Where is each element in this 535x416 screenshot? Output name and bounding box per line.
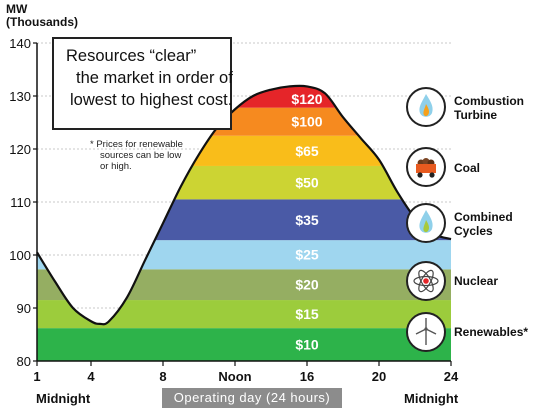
x-tick-label: Noon: [218, 369, 251, 384]
x-tick-label: 24: [444, 369, 459, 384]
band-price-label: $35: [295, 212, 319, 228]
band-price-label: $25: [295, 247, 319, 263]
coal-cart-icon: [406, 147, 446, 187]
wind-turbine-icon: [406, 312, 446, 352]
resource-label-line1: Combined: [454, 210, 513, 224]
band-price-label: $15: [295, 306, 319, 322]
resource-label-nuclear: Nuclear: [454, 274, 498, 288]
callout-line2: the market in order of: [76, 69, 233, 87]
y-tick-label: 120: [9, 142, 31, 157]
renewable-price-note: * Prices for renewable sources can be lo…: [90, 139, 183, 172]
x-tick-label: 16: [300, 369, 314, 384]
price-band: [37, 269, 451, 301]
resource-label-combustion-turbine: Combustion Turbine: [454, 94, 524, 122]
x-tick-label: 4: [87, 369, 95, 384]
band-price-label: $10: [295, 337, 319, 353]
x-axis-label-center: Operating day (24 hours): [162, 388, 342, 408]
price-band: [37, 328, 451, 361]
resource-label-renewables: Renewables*: [454, 325, 528, 339]
resource-label-line1: Renewables*: [454, 325, 529, 339]
y-axis-unit-line1: MW: [6, 2, 28, 16]
x-ticks: 1 4 8 Noon 16 20 24: [33, 361, 459, 384]
band-price-label: $65: [295, 143, 319, 159]
resource-label-line1: Combustion: [454, 94, 524, 108]
load-curve-line: [36, 84, 452, 326]
flame-green-icon: [406, 203, 446, 243]
band-price-label: $100: [291, 114, 322, 130]
flame-orange-icon: [406, 87, 446, 127]
resource-label-line1: Coal: [454, 161, 481, 175]
y-tick-label: 130: [9, 89, 31, 104]
note-line1: * Prices for renewable: [90, 139, 183, 150]
band-price-label: $120: [291, 91, 322, 107]
x-axis-label-right: Midnight: [404, 391, 459, 406]
resource-label-line2: Turbine: [454, 108, 498, 122]
x-tick-label: 1: [33, 369, 40, 384]
x-axis-label-left: Midnight: [36, 391, 91, 406]
y-ticks: 80 90 100 110 120 130 140: [9, 36, 37, 369]
band-price-labels: $10 $15 $20 $25 $35 $50 $65 $100 $120: [291, 91, 322, 352]
resource-label-line2: Cycles: [454, 224, 493, 238]
x-tick-label: 20: [372, 369, 386, 384]
resource-label-line1: Nuclear: [454, 274, 499, 288]
price-band: [37, 240, 451, 270]
callout-box: Resources “clear” the market in order of…: [52, 37, 233, 130]
y-tick-label: 100: [9, 248, 31, 263]
note-line2: sources can be low: [100, 150, 182, 161]
y-tick-label: 110: [10, 195, 31, 210]
y-axis-unit-line2: (Thousands): [6, 15, 78, 29]
x-tick-label: 8: [159, 369, 166, 384]
y-tick-label: 90: [17, 301, 31, 316]
note-line3: or high.: [100, 161, 132, 172]
y-tick-label: 140: [9, 36, 31, 51]
price-band: [37, 199, 451, 241]
resource-label-coal: Coal: [454, 161, 480, 175]
y-tick-label: 80: [17, 354, 31, 369]
y-axis-unit: MW (Thousands): [6, 3, 78, 29]
band-price-label: $20: [295, 277, 319, 293]
callout-line1: Resources “clear”: [66, 47, 197, 65]
atom-icon: [406, 261, 446, 301]
resource-label-combined-cycles: Combined Cycles: [454, 210, 513, 238]
band-price-label: $50: [295, 175, 319, 191]
callout-line3: lowest to highest cost.: [70, 91, 233, 109]
